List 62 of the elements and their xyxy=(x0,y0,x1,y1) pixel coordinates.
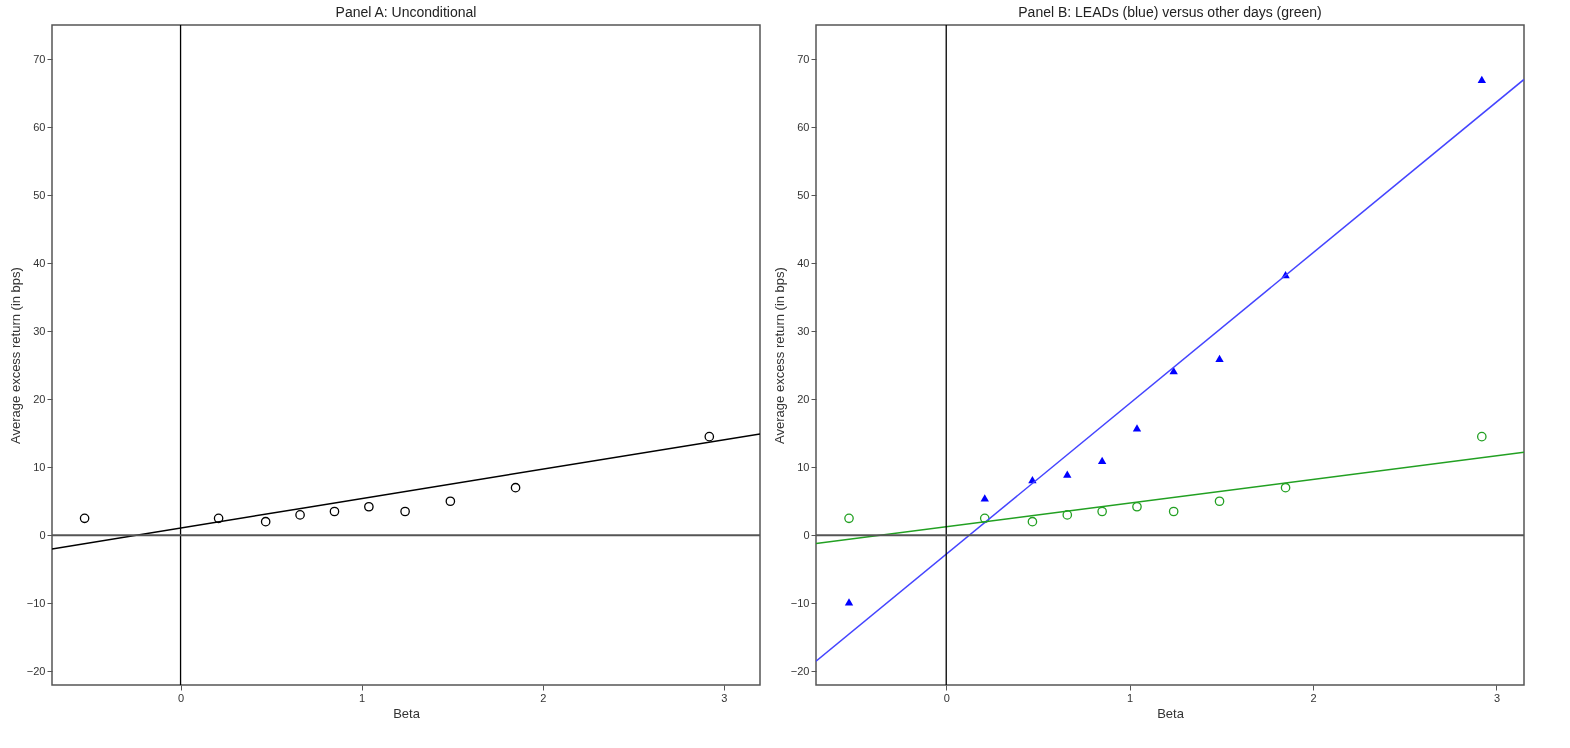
x-tick-label: 0 xyxy=(943,691,950,704)
x-tick-label: 3 xyxy=(721,691,728,704)
y-tick-label: 0 xyxy=(39,528,46,541)
y-tick-label: 10 xyxy=(797,460,810,473)
point xyxy=(400,506,410,517)
point xyxy=(1168,506,1179,517)
point xyxy=(1062,510,1073,520)
x-tick-label: 1 xyxy=(359,691,366,704)
point xyxy=(1132,424,1142,432)
y-axis-title: Average excess return (in bps) xyxy=(7,267,23,444)
point xyxy=(295,510,305,520)
y-tick-label: −20 xyxy=(790,664,810,677)
point xyxy=(213,513,224,524)
y-tick-label: 10 xyxy=(33,460,46,473)
point xyxy=(260,516,271,527)
point xyxy=(1063,470,1072,478)
y-tick-label: 40 xyxy=(797,256,810,269)
y-tick-label: 60 xyxy=(33,120,46,133)
x-tick-label: 2 xyxy=(540,691,547,704)
point xyxy=(979,513,990,524)
y-tick-label: −10 xyxy=(790,596,810,609)
y-tick-label: 70 xyxy=(797,52,810,65)
point xyxy=(329,506,340,517)
point xyxy=(1027,516,1038,527)
point xyxy=(1097,506,1107,517)
point xyxy=(1097,456,1107,465)
point xyxy=(1477,75,1486,84)
y-axis-title: Average excess return (in bps) xyxy=(771,267,787,444)
x-tick-label: 2 xyxy=(1310,691,1317,704)
y-tick-label: −20 xyxy=(26,664,46,677)
point xyxy=(445,496,456,507)
x-tick-label: 3 xyxy=(1493,691,1501,704)
point xyxy=(1476,431,1487,442)
x-axis-title: Beta xyxy=(393,705,421,721)
point xyxy=(704,431,715,442)
point xyxy=(1215,354,1224,363)
point xyxy=(1169,367,1178,375)
point xyxy=(1132,501,1142,512)
y-tick-label: 50 xyxy=(797,188,810,201)
y-tick-label: 30 xyxy=(33,324,46,337)
y-tick-label: 60 xyxy=(797,120,810,133)
y-tick-label: 40 xyxy=(33,256,46,269)
y-tick-label: 30 xyxy=(797,324,810,337)
point xyxy=(1214,496,1225,507)
x-axis-title: Beta xyxy=(1157,705,1185,721)
y-tick-label: 20 xyxy=(797,392,810,405)
y-tick-label: 20 xyxy=(33,392,46,405)
y-tick-label: 0 xyxy=(803,528,810,541)
point xyxy=(844,513,854,524)
chart-title: Panel B: LEADs (blue) versus other days (green) xyxy=(1018,4,1322,21)
y-tick-label: 50 xyxy=(33,188,46,201)
point xyxy=(1280,482,1291,493)
y-tick-label: 70 xyxy=(33,52,46,65)
y-tick-label: −10 xyxy=(26,596,46,609)
x-tick-label: 0 xyxy=(178,691,185,704)
x-tick-label: 1 xyxy=(1127,691,1134,704)
point xyxy=(844,598,854,606)
point xyxy=(510,482,521,493)
point xyxy=(79,513,90,524)
chart-title: Panel A: Unconditional xyxy=(335,4,477,21)
point xyxy=(364,501,374,512)
point xyxy=(980,494,989,502)
